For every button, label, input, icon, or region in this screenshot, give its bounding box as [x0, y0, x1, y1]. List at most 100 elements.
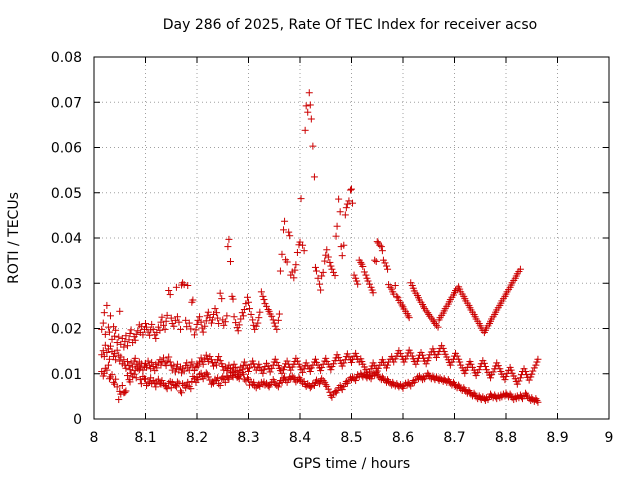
data-point — [457, 385, 465, 393]
data-point — [127, 369, 135, 377]
data-point — [179, 380, 187, 388]
data-point — [187, 385, 195, 393]
data-point — [215, 380, 223, 388]
data-point — [148, 320, 156, 328]
data-point — [209, 310, 217, 318]
data-point — [273, 325, 281, 333]
data-point — [103, 366, 111, 374]
data-point — [311, 263, 319, 271]
data-point — [98, 325, 106, 333]
data-point — [154, 323, 162, 331]
data-point — [508, 394, 516, 402]
data-point — [297, 195, 305, 203]
data-point — [404, 378, 412, 386]
data-point — [426, 373, 434, 381]
data-point — [131, 336, 139, 344]
data-point — [314, 274, 322, 282]
data-point — [424, 309, 432, 317]
y-tick-label: 0.05 — [51, 186, 82, 202]
data-point — [378, 373, 386, 381]
data-point — [419, 351, 427, 359]
data-point — [226, 258, 234, 266]
data-point — [239, 312, 247, 320]
data-point — [384, 361, 392, 369]
data-point — [525, 376, 533, 384]
data-point — [281, 217, 289, 225]
data-point — [384, 265, 392, 273]
data-point — [472, 372, 480, 380]
data-point — [252, 322, 260, 330]
y-tick-label: 0.08 — [51, 50, 82, 66]
axis-ticks: 8 8.1 8.2 8.3 8.4 8.5 8.6 8.7 8.8 8.9 9 0 0.01 0.02 0.… — [51, 50, 614, 446]
data-point — [158, 313, 166, 321]
data-point — [446, 361, 454, 369]
data-point — [449, 378, 457, 386]
data-point — [214, 314, 222, 322]
data-point — [189, 296, 197, 304]
data-point — [266, 368, 274, 376]
data-point — [534, 398, 542, 406]
data-point — [451, 380, 458, 388]
data-point — [271, 355, 279, 363]
data-point — [321, 257, 329, 265]
data-point — [432, 321, 440, 329]
data-point — [412, 360, 420, 368]
data-point — [295, 373, 303, 381]
data-point — [223, 312, 231, 320]
data-point — [516, 265, 524, 273]
data-point — [268, 312, 276, 320]
data-point — [489, 368, 497, 376]
data-point — [384, 376, 392, 384]
data-point — [311, 355, 319, 363]
data-point — [322, 354, 330, 362]
data-point — [338, 386, 346, 394]
data-point — [507, 366, 515, 374]
data-point — [333, 222, 341, 230]
data-point — [342, 204, 350, 212]
data-point — [374, 364, 382, 372]
data-point — [396, 349, 404, 357]
data-point — [524, 393, 532, 401]
data-point — [371, 256, 379, 264]
data-point — [116, 307, 124, 315]
data-point — [178, 389, 186, 397]
data-point — [359, 263, 367, 271]
data-point — [194, 376, 202, 384]
data-point — [390, 358, 398, 366]
data-point — [326, 388, 334, 396]
data-point — [329, 268, 337, 276]
data-point — [214, 374, 222, 382]
data-point — [446, 379, 454, 387]
data-point — [215, 353, 223, 361]
data-point — [199, 328, 207, 336]
data-point — [470, 389, 478, 397]
data-point — [329, 360, 337, 368]
data-point — [528, 370, 536, 378]
data-point — [184, 282, 192, 290]
data-point — [340, 359, 348, 367]
data-point — [246, 305, 254, 313]
data-point — [366, 368, 374, 376]
data-point — [479, 393, 487, 401]
data-point — [112, 356, 120, 364]
data-point — [260, 366, 268, 374]
data-point — [173, 313, 181, 321]
data-point — [225, 375, 233, 383]
data-point — [398, 301, 406, 309]
x-tick-label: 8.9 — [546, 430, 568, 446]
data-point — [377, 243, 385, 251]
data-point — [291, 266, 299, 274]
data-point — [160, 321, 168, 329]
data-point — [126, 378, 134, 386]
data-point — [170, 322, 178, 330]
data-point — [270, 319, 278, 327]
x-tick-label: 8.1 — [134, 430, 156, 446]
data-point — [209, 362, 217, 370]
x-tick-label: 8.3 — [237, 430, 259, 446]
data-point — [202, 317, 210, 325]
data-point — [415, 372, 423, 380]
data-point — [215, 320, 223, 328]
data-point — [123, 372, 131, 380]
data-point — [290, 274, 298, 282]
